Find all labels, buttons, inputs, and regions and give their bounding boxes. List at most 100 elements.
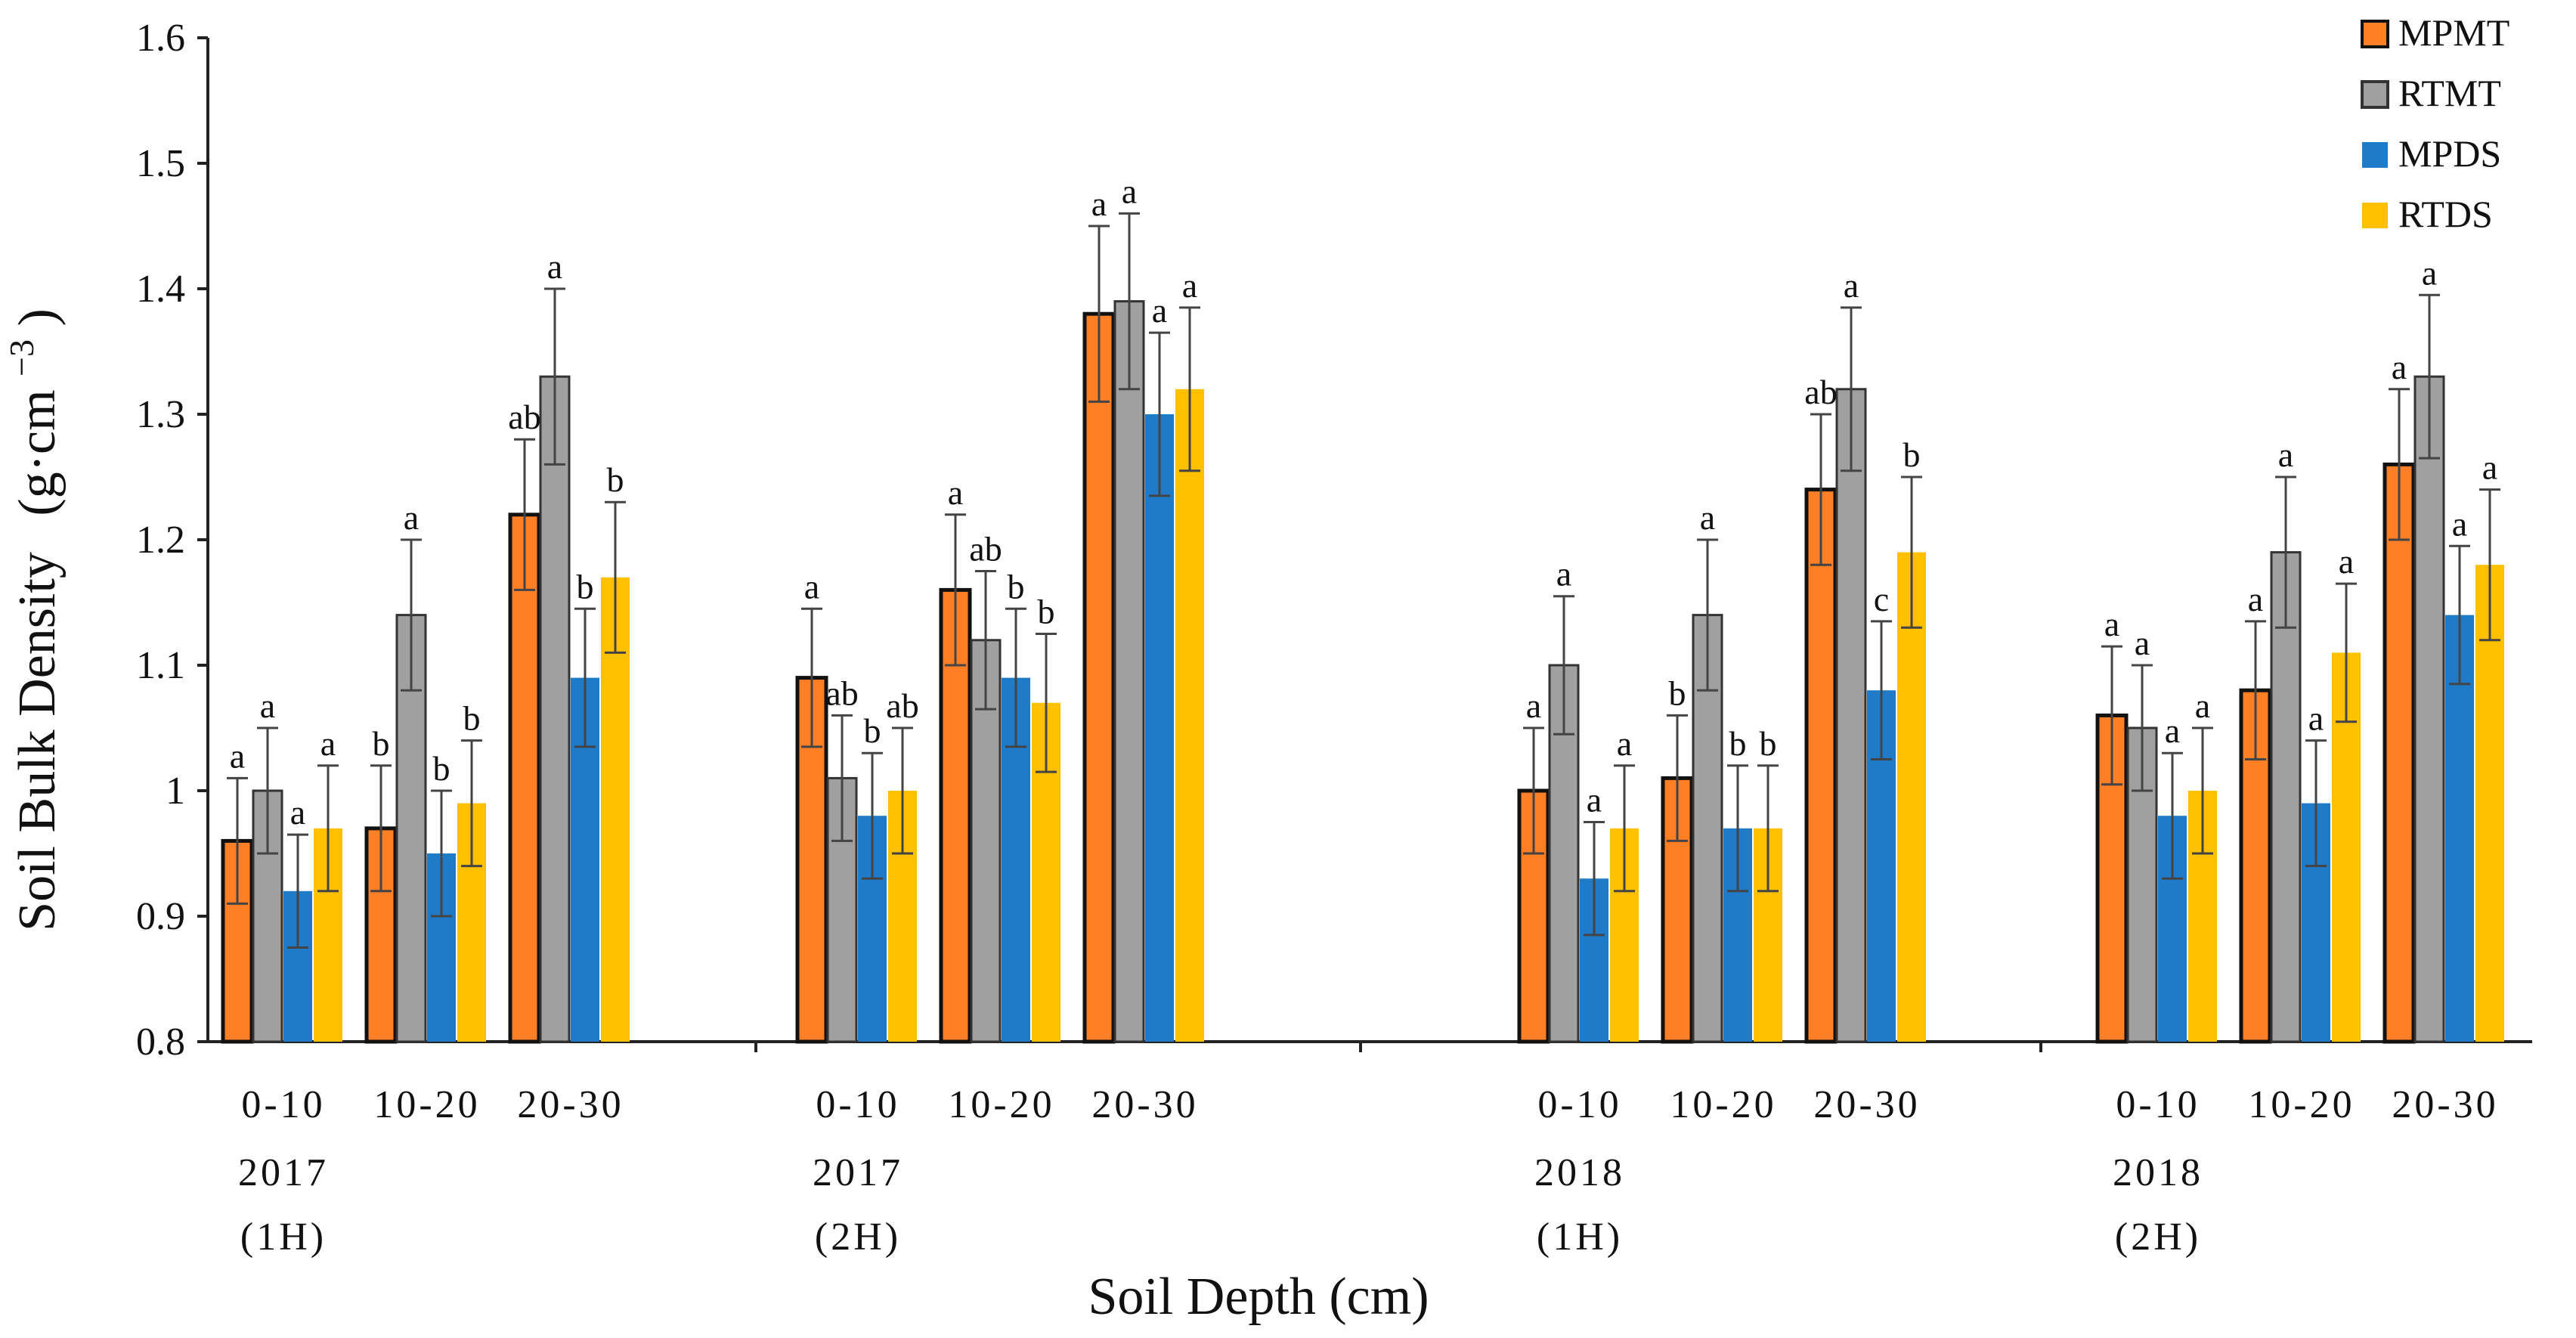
x-axis-title: Soil Depth (cm) xyxy=(1088,1268,1429,1326)
significance-letter: a xyxy=(1526,686,1541,725)
significance-letter: a xyxy=(1587,781,1602,819)
significance-letter: a xyxy=(2452,504,2467,543)
significance-letter: ab xyxy=(825,674,858,712)
y-tick-label: 1 xyxy=(166,770,185,813)
significance-letter: ab xyxy=(969,530,1002,568)
depth-tick-label: 0-10 xyxy=(1537,1083,1621,1126)
y-tick-label: 0.9 xyxy=(136,895,185,938)
bar-mpmt xyxy=(1661,776,1694,1044)
depth-tick-label: 20-30 xyxy=(2392,1083,2498,1126)
y-tick-label: 1.1 xyxy=(136,644,185,687)
bar-rtmt xyxy=(826,776,858,1043)
bar-mpds xyxy=(1145,414,1174,1042)
significance-letter: b xyxy=(1903,435,1921,474)
legend-swatch-mpds xyxy=(2362,142,2388,168)
significance-letter: a xyxy=(2308,699,2324,738)
significance-letter: a xyxy=(1122,172,1137,210)
depth-tick-label: 10-20 xyxy=(2248,1083,2355,1126)
significance-letter: a xyxy=(1152,291,1167,330)
group-year-label: 2017 xyxy=(813,1151,903,1194)
significance-letter: b xyxy=(1760,724,1777,763)
legend-label-mpds: MPDS xyxy=(2398,132,2501,175)
bar-rtds xyxy=(1897,552,1926,1042)
significance-letter: b xyxy=(1038,593,1055,631)
y-axis-title: Soil Bulk Density (g·cm −3 ) xyxy=(0,308,67,931)
significance-letter: a xyxy=(547,247,562,286)
group-half-label: (1H) xyxy=(1537,1216,1623,1259)
significance-letter: a xyxy=(804,567,819,606)
significance-letter: a xyxy=(1091,184,1107,223)
significance-letter: b xyxy=(607,460,624,499)
bar-rtmt xyxy=(1835,388,1867,1043)
group-year-label: 2018 xyxy=(2113,1151,2203,1194)
bar-rtmt xyxy=(1548,664,1580,1043)
y-tick-label: 1.6 xyxy=(136,17,185,60)
group-half-label: (2H) xyxy=(2115,1216,2201,1259)
depth-tick-label: 20-30 xyxy=(1813,1083,1920,1126)
bar-rtds xyxy=(2475,565,2504,1042)
significance-letter: b xyxy=(1669,674,1686,712)
y-tick-label: 1.3 xyxy=(136,393,185,436)
labels-layer: 0.80.911.11.21.31.41.51.6aaaa0-10babb10-… xyxy=(136,17,2498,1259)
depth-tick-label: 10-20 xyxy=(948,1083,1054,1126)
y-axis-title-unit: (g·cm xyxy=(8,389,67,516)
significance-letter: a xyxy=(1182,266,1197,305)
depth-tick-label: 0-10 xyxy=(2116,1083,2200,1126)
depth-tick-label: 10-20 xyxy=(373,1083,480,1126)
significance-letter: b xyxy=(864,711,881,750)
legend-swatch-rtmt xyxy=(2361,80,2389,109)
significance-letter: b xyxy=(577,567,594,606)
y-tick-label: 1.4 xyxy=(136,268,185,311)
group-year-label: 2017 xyxy=(238,1151,329,1194)
bar-rtmt xyxy=(252,789,283,1043)
significance-letter: ab xyxy=(508,398,540,436)
bar-mpmt xyxy=(508,513,541,1044)
legend-label-rtmt: RTMT xyxy=(2398,72,2501,114)
significance-letter: a xyxy=(2135,624,2150,662)
legend-label-mpmt: MPMT xyxy=(2398,11,2509,54)
bar-rtds xyxy=(1175,389,1204,1042)
significance-letter: a xyxy=(948,473,963,512)
significance-letter: a xyxy=(1700,498,1715,537)
legend-swatch-rtds xyxy=(2362,203,2388,228)
bar-mpmt xyxy=(221,838,254,1044)
bar-rtmt xyxy=(1113,300,1145,1043)
significance-letter: a xyxy=(2482,448,2497,487)
significance-letter: a xyxy=(2278,435,2293,474)
bar-mpds xyxy=(2445,615,2474,1042)
y-tick-label: 0.8 xyxy=(136,1021,185,1064)
significance-letter: a xyxy=(1617,724,1632,763)
significance-letter: b xyxy=(1008,567,1025,606)
significance-letter: a xyxy=(2422,253,2437,292)
bar-mpmt xyxy=(1804,488,1838,1044)
depth-tick-label: 20-30 xyxy=(517,1083,624,1126)
significance-letter: a xyxy=(2248,580,2263,618)
significance-letter: a xyxy=(320,724,336,763)
bar-rtds xyxy=(601,577,630,1042)
bar-rtmt xyxy=(2413,375,2445,1043)
significance-letter: ab xyxy=(886,686,918,725)
legend-label-rtds: RTDS xyxy=(2398,193,2493,235)
y-tick-label: 1.5 xyxy=(136,142,185,185)
significance-letter: a xyxy=(230,736,245,775)
y-axis-title-exponent: −3 xyxy=(2,339,41,376)
significance-letter: b xyxy=(433,749,450,788)
bar-mpmt xyxy=(2382,462,2416,1044)
significance-letter: b xyxy=(463,699,481,738)
significance-letter: c xyxy=(1874,580,1889,618)
significance-letter: ab xyxy=(1804,373,1837,411)
y-tick-label: 1.2 xyxy=(136,519,185,562)
significance-letter: a xyxy=(2339,542,2354,581)
significance-letter: a xyxy=(2165,711,2180,750)
group-half-label: (2H) xyxy=(815,1216,901,1259)
significance-letter: a xyxy=(404,498,419,537)
bar-rtmt xyxy=(539,375,571,1043)
group-half-label: (1H) xyxy=(240,1216,327,1259)
significance-letter: a xyxy=(2195,686,2210,725)
depth-tick-label: 0-10 xyxy=(241,1083,325,1126)
y-axis-title-main: Soil Bulk Density xyxy=(8,552,67,931)
depth-tick-label: 0-10 xyxy=(816,1083,899,1126)
legend-swatch-mpmt xyxy=(2361,20,2389,48)
significance-letter: a xyxy=(260,686,275,725)
